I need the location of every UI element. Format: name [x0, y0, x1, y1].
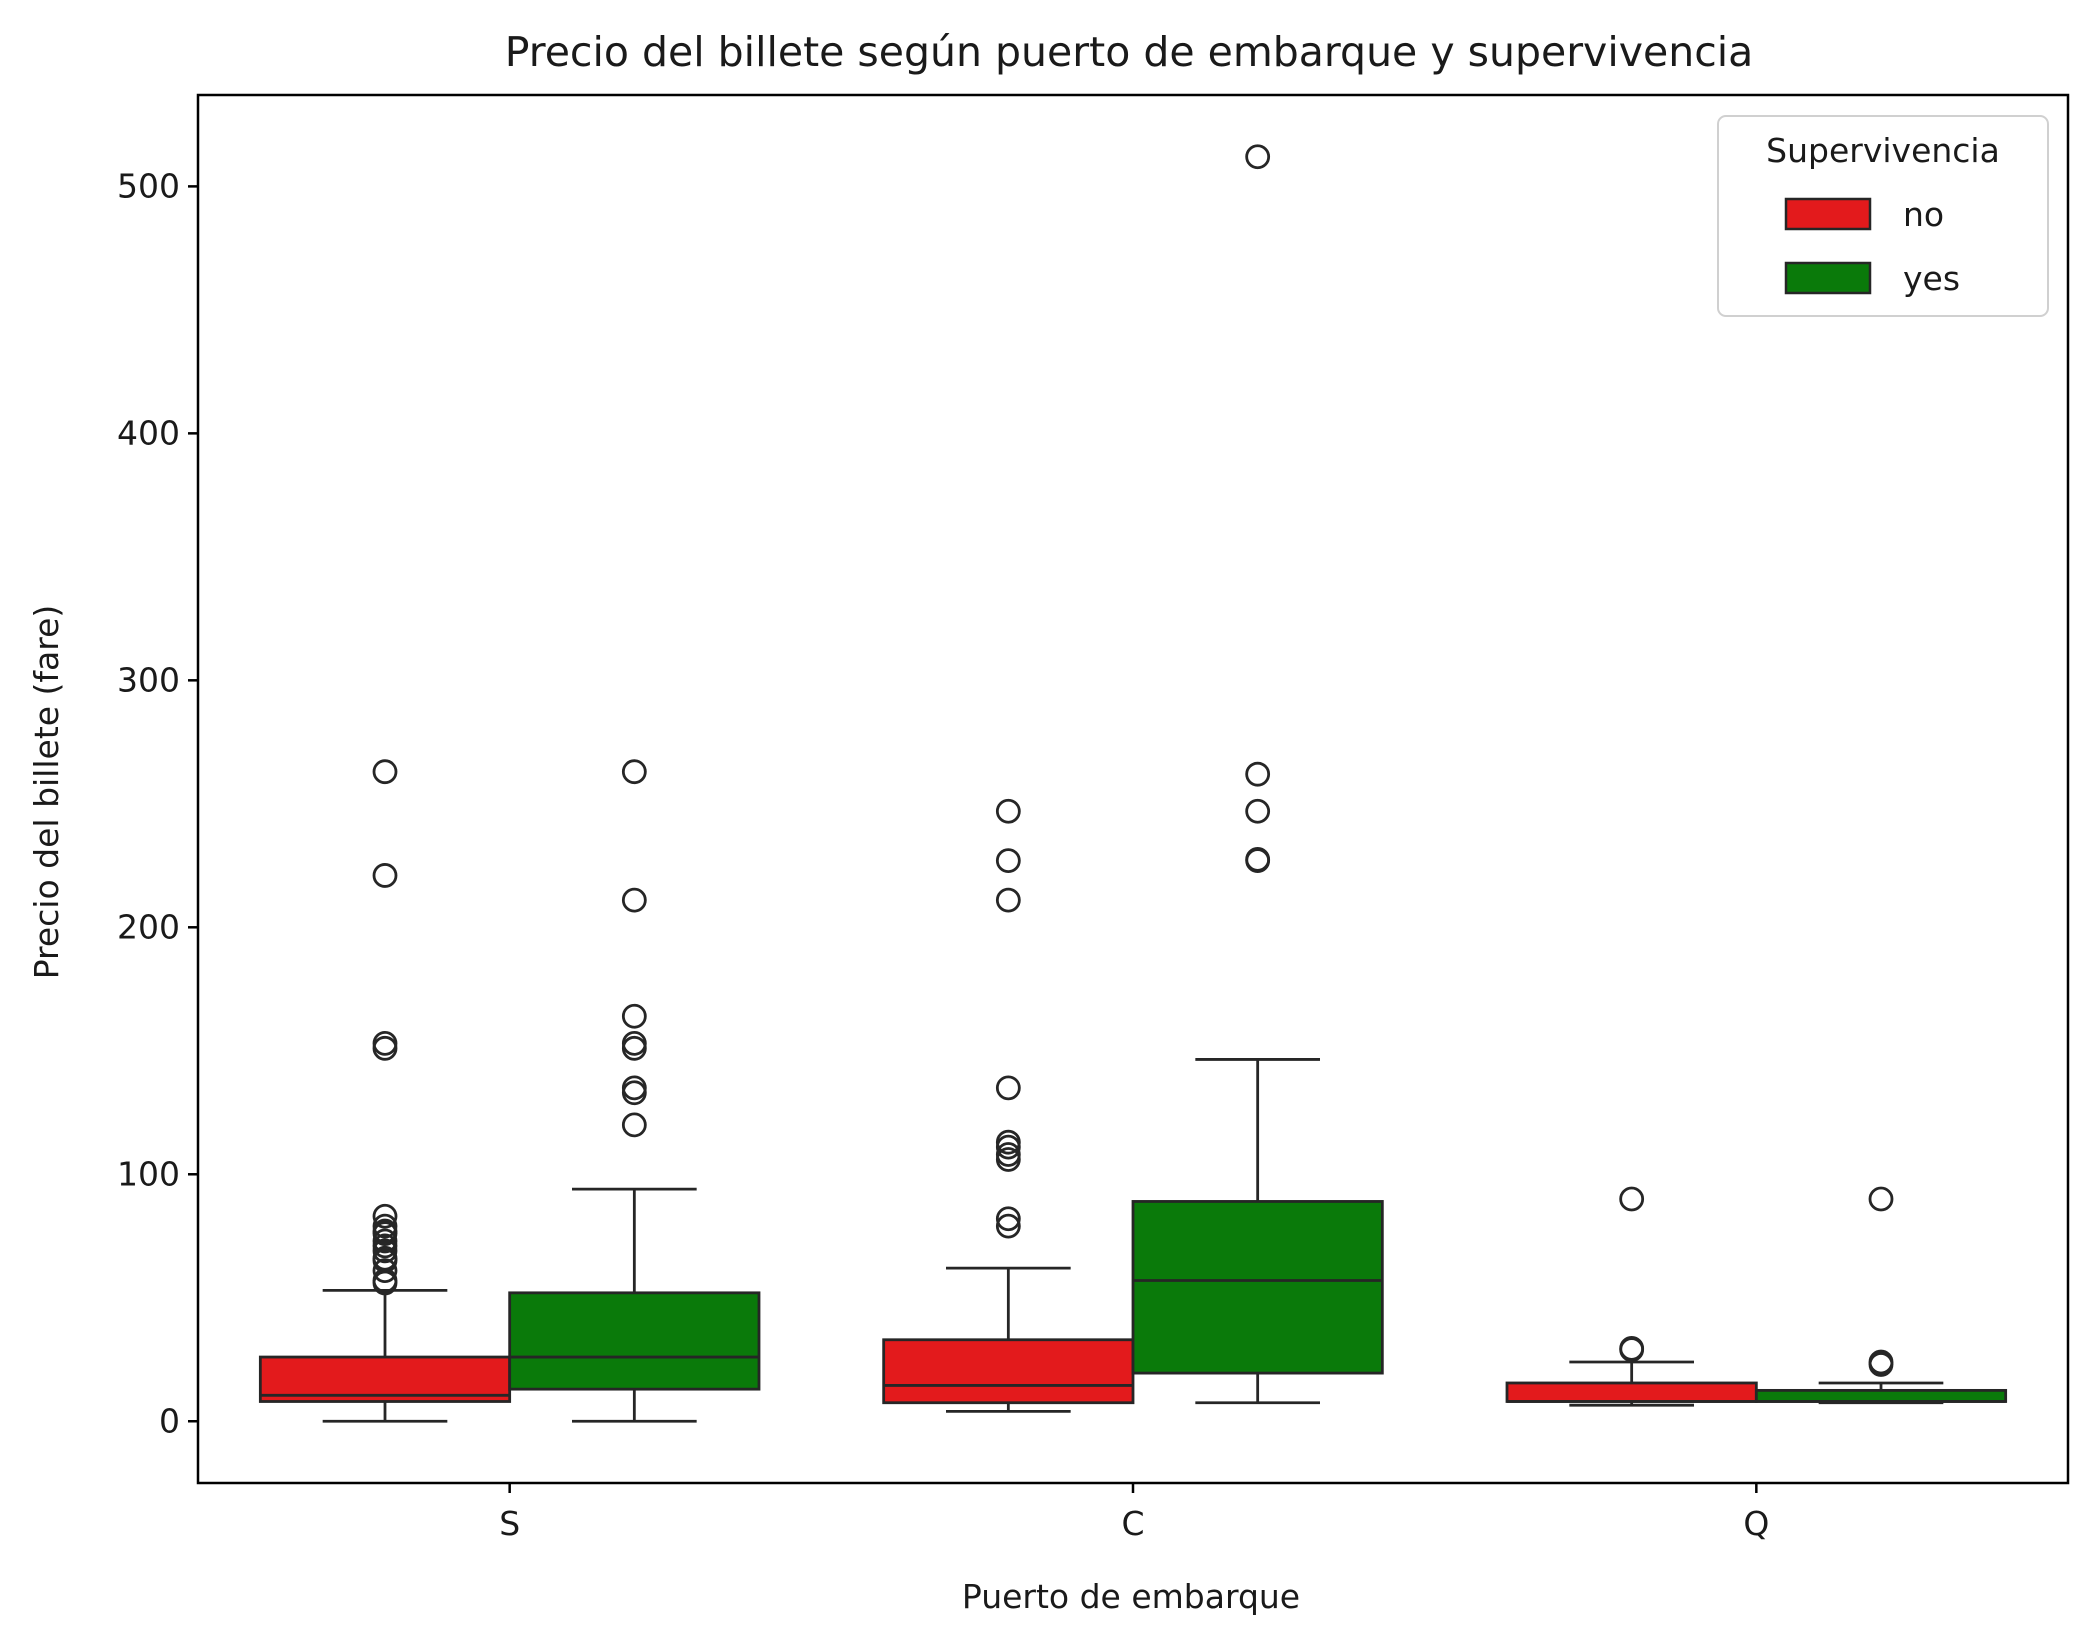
box-yes-S	[508, 759, 761, 1423]
outlier-point	[995, 1206, 1021, 1232]
plot-area	[258, 144, 2008, 1423]
y-tick-label: 200	[117, 907, 180, 946]
x-tick-label: Q	[1743, 1504, 1769, 1543]
outlier-point	[372, 759, 398, 785]
box-yes-Q	[1754, 1186, 2008, 1405]
outlier-point	[995, 848, 1021, 874]
x-tick-label: C	[1121, 1504, 1144, 1543]
outlier-point	[372, 1228, 398, 1254]
outlier-point	[621, 1075, 647, 1101]
outlier-point	[372, 1245, 398, 1271]
outlier-point	[995, 798, 1021, 824]
outlier-point	[621, 887, 647, 913]
outlier-point	[1868, 1186, 1894, 1212]
outlier-point	[1245, 144, 1271, 170]
legend: Supervivencia no yes	[1717, 115, 2049, 317]
iqr-box	[1131, 1200, 1384, 1375]
iqr-box	[1505, 1381, 1758, 1403]
box-no-S	[258, 759, 512, 1423]
y-axis: 0 100 200 300 400 500	[117, 166, 198, 1440]
legend-swatch-no	[1784, 197, 1872, 231]
box-yes-C	[1131, 144, 1384, 1405]
y-axis-label: Precio del billete (fare)	[27, 605, 66, 980]
legend-label-yes: yes	[1903, 259, 1960, 298]
outlier-point	[995, 887, 1021, 913]
y-tick-label: 400	[117, 413, 180, 452]
outlier-point	[1245, 798, 1271, 824]
outlier-point	[621, 1112, 647, 1138]
iqr-box	[508, 1291, 761, 1391]
legend-label-no: no	[1903, 195, 1944, 234]
outlier-point	[1245, 846, 1271, 872]
x-axis-label: Puerto de embarque	[962, 1577, 1300, 1616]
outlier-point	[621, 1003, 647, 1029]
legend-title: Supervivencia	[1766, 131, 2000, 170]
box-no-Q	[1505, 1186, 1758, 1407]
outlier-point	[1245, 761, 1271, 787]
y-tick-label: 100	[117, 1154, 180, 1193]
outlier-point	[372, 1030, 398, 1056]
iqr-box	[1754, 1388, 2008, 1403]
outlier-point	[372, 1203, 398, 1229]
outlier-point	[995, 1213, 1021, 1239]
outlier-point	[1619, 1186, 1645, 1212]
outlier-point	[372, 863, 398, 888]
outlier-point	[995, 1142, 1021, 1167]
outlier-point	[1619, 1335, 1645, 1361]
outlier-point	[621, 1030, 647, 1056]
legend-swatch-yes	[1784, 261, 1872, 295]
box-no-C	[882, 798, 1135, 1413]
y-tick-label: 0	[159, 1401, 180, 1440]
x-tick-label: S	[499, 1504, 520, 1543]
iqr-box	[882, 1338, 1135, 1405]
y-tick-label: 300	[117, 660, 180, 699]
outlier-point	[995, 1129, 1021, 1155]
outlier-point	[372, 1213, 398, 1239]
outlier-point	[621, 759, 647, 785]
outlier-point	[372, 1258, 398, 1284]
outlier-point	[1868, 1349, 1894, 1375]
y-tick-label: 500	[117, 166, 180, 205]
chart-title: Precio del billete según puerto de embar…	[505, 28, 1754, 76]
outlier-point	[995, 1075, 1021, 1101]
